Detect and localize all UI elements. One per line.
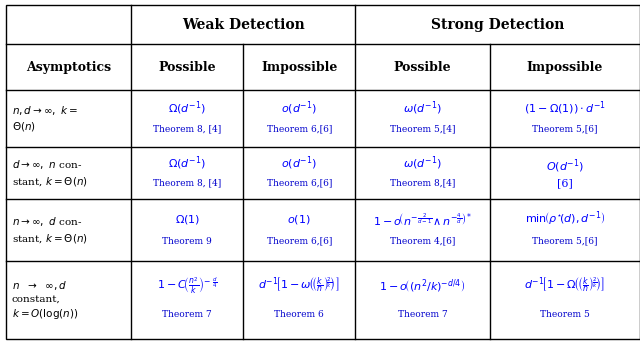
Text: $d^{-1}\!\left[1-\Omega\!\left(\!\left(\frac{k}{n}\right)^{\!\frac{2}{k}}\!\righ: $d^{-1}\!\left[1-\Omega\!\left(\!\left(\… xyxy=(524,277,605,295)
Text: $\Omega(d^{-1})$: $\Omega(d^{-1})$ xyxy=(168,155,206,172)
Text: Theorem 6,[6]: Theorem 6,[6] xyxy=(266,237,332,246)
Text: Theorem 6,[6]: Theorem 6,[6] xyxy=(266,178,332,187)
Text: $1-C\!\left(\frac{n^2}{k}\right)^{\!-\frac{d}{4}}$: $1-C\!\left(\frac{n^2}{k}\right)^{\!-\fr… xyxy=(157,276,218,296)
Text: $o(d^{-1})$: $o(d^{-1})$ xyxy=(281,100,317,117)
Text: Possible: Possible xyxy=(158,61,216,74)
Text: $O(d^{-1})$
[6]: $O(d^{-1})$ [6] xyxy=(546,158,584,189)
Text: $o(d^{-1})$: $o(d^{-1})$ xyxy=(281,155,317,172)
Text: $1-o\!\left(n^{-\frac{2}{d-1}}\!\wedge n^{-\frac{4}{d}}\right)^{\!*}$: $1-o\!\left(n^{-\frac{2}{d-1}}\!\wedge n… xyxy=(373,211,472,227)
Text: Theorem 8,[4]: Theorem 8,[4] xyxy=(390,178,455,187)
Text: $n,d\rightarrow\infty,\ k=$
$\Theta(n)$: $n,d\rightarrow\infty,\ k=$ $\Theta(n)$ xyxy=(12,104,77,133)
Text: Theorem 7: Theorem 7 xyxy=(163,310,212,319)
Text: $\omega(d^{-1})$: $\omega(d^{-1})$ xyxy=(403,155,442,172)
Text: $\Omega(d^{-1})$: $\Omega(d^{-1})$ xyxy=(168,100,206,117)
Text: $d^{-1}\!\left[1-\omega\!\left(\!\left(\frac{k}{n}\right)^{\!\frac{2}{k}}\!\righ: $d^{-1}\!\left[1-\omega\!\left(\!\left(\… xyxy=(259,277,340,295)
Text: $n\ \ \rightarrow\ \ \infty,d$
constant,
$k=O(\log(n))$: $n\ \ \rightarrow\ \ \infty,d$ constant,… xyxy=(12,279,78,322)
Text: Theorem 5,[6]: Theorem 5,[6] xyxy=(532,237,598,246)
Text: $o(1)$: $o(1)$ xyxy=(287,213,311,226)
Text: Possible: Possible xyxy=(394,61,451,74)
Text: Theorem 9: Theorem 9 xyxy=(163,237,212,246)
Text: Theorem 6,[6]: Theorem 6,[6] xyxy=(266,124,332,133)
Text: Theorem 5,[4]: Theorem 5,[4] xyxy=(390,124,455,133)
Text: Theorem 8, [4]: Theorem 8, [4] xyxy=(153,124,221,133)
Text: Strong Detection: Strong Detection xyxy=(431,18,564,32)
Text: Theorem 4,[6]: Theorem 4,[6] xyxy=(390,237,455,246)
Text: $\Omega(1)$: $\Omega(1)$ xyxy=(175,213,200,226)
Text: Theorem 5: Theorem 5 xyxy=(540,310,589,319)
Text: Theorem 7: Theorem 7 xyxy=(397,310,447,319)
Text: $n\rightarrow\infty,\ d$ con-
stant, $k=\Theta(n)$: $n\rightarrow\infty,\ d$ con- stant, $k=… xyxy=(12,215,87,245)
Text: Theorem 8, [4]: Theorem 8, [4] xyxy=(153,178,221,187)
Text: Theorem 6: Theorem 6 xyxy=(275,310,324,319)
Text: $1-o\!\left((n^2/k)^{-d/4}\right)$: $1-o\!\left((n^2/k)^{-d/4}\right)$ xyxy=(380,277,465,295)
Text: $\omega(d^{-1})$: $\omega(d^{-1})$ xyxy=(403,100,442,117)
Text: $\min\!\left(\rho^{\star}\!(d),d^{-1}\right)$: $\min\!\left(\rho^{\star}\!(d),d^{-1}\ri… xyxy=(525,210,605,228)
Text: $d\rightarrow\infty,\ n$ con-
stant, $k=\Theta(n)$: $d\rightarrow\infty,\ n$ con- stant, $k=… xyxy=(12,158,87,188)
Text: Impossible: Impossible xyxy=(527,61,603,74)
Text: Impossible: Impossible xyxy=(261,61,337,74)
Text: Theorem 5,[6]: Theorem 5,[6] xyxy=(532,124,598,133)
Text: Weak Detection: Weak Detection xyxy=(182,18,305,32)
Text: Asymptotics: Asymptotics xyxy=(26,61,111,74)
Text: $(1-\Omega(1))\cdot d^{-1}$: $(1-\Omega(1))\cdot d^{-1}$ xyxy=(524,100,606,117)
